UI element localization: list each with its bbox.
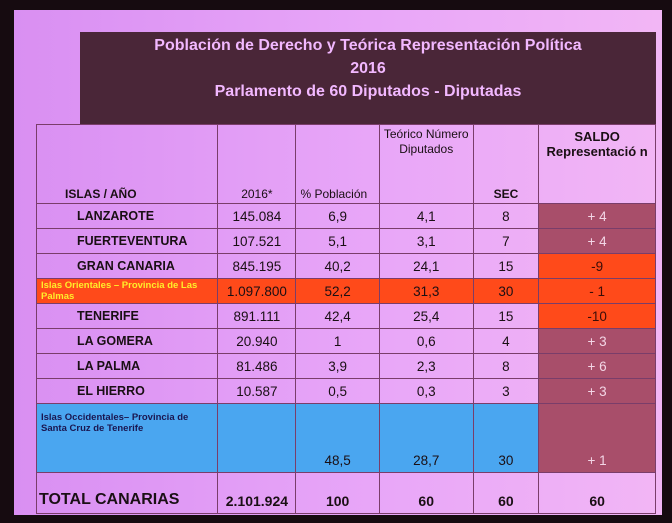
row-pop: 891.111 [217, 303, 297, 329]
row-pct: 52,2 [295, 278, 380, 304]
title-line-2: 2016 [350, 60, 386, 77]
row-teo: 25,4 [378, 303, 474, 329]
data-table: ISLAS / AÑO 2016* % Población Teórico Nú… [35, 124, 656, 514]
row-saldo: + 6 [538, 353, 656, 379]
header-saldo: SALDO Representació n [538, 124, 656, 204]
row-sec: 8 [472, 203, 540, 229]
row-teo: 4,1 [378, 203, 474, 229]
total-saldo: 60 [538, 472, 656, 514]
row-pop: 81.486 [217, 353, 297, 379]
title-line-3: Parlamento de 60 Diputados - Diputadas [214, 83, 522, 100]
row-teo: 24,1 [378, 253, 474, 279]
row-pop: 107.521 [217, 228, 297, 254]
row-teo: 28,7 [378, 403, 474, 473]
total-pop: 2.101.924 [217, 472, 297, 514]
row-teo: 0,3 [378, 378, 474, 404]
row-name: TENERIFE [35, 303, 219, 329]
row-saldo: + 4 [538, 203, 656, 229]
title-line-1: Población de Derecho y Teórica Represent… [154, 37, 582, 54]
row-sec: 7 [472, 228, 540, 254]
total-row: TOTAL CANARIAS 2.101.924 100 60 60 60 [35, 472, 656, 514]
total-pct: 100 [295, 472, 380, 514]
header-year: 2016* [217, 124, 297, 204]
table-row: FUERTEVENTURA 107.521 5,1 3,1 7 + 4 [35, 228, 656, 254]
row-teo: 31,3 [378, 278, 474, 304]
row-pop: 845.195 [217, 253, 297, 279]
total-sec: 60 [472, 472, 540, 514]
row-sec: 30 [472, 278, 540, 304]
row-pct: 48,5 [295, 403, 380, 473]
row-saldo: -9 [538, 253, 656, 279]
row-name: LA PALMA [35, 353, 219, 379]
row-pct: 1 [295, 328, 380, 354]
row-pop: 10.587 [217, 378, 297, 404]
row-saldo: + 3 [538, 328, 656, 354]
header-sec: SEC [472, 124, 540, 204]
row-sec: 4 [472, 328, 540, 354]
row-sec: 15 [472, 253, 540, 279]
header-islas: ISLAS / AÑO [35, 124, 219, 204]
row-name: LANZAROTE [35, 203, 219, 229]
total-label: TOTAL CANARIAS [35, 472, 219, 514]
table-row: LANZAROTE 145.084 6,9 4,1 8 + 4 [35, 203, 656, 229]
row-saldo: -10 [538, 303, 656, 329]
header-pct: % Población [295, 124, 380, 204]
total-teo: 60 [378, 472, 474, 514]
title-box: Población de Derecho y Teórica Represent… [80, 32, 656, 124]
row-name: FUERTEVENTURA [35, 228, 219, 254]
table-row: LA GOMERA 20.940 1 0,6 4 + 3 [35, 328, 656, 354]
row-name: Islas Occidentales– Provincia de Santa C… [35, 403, 219, 473]
row-sec: 15 [472, 303, 540, 329]
row-pct: 42,4 [295, 303, 380, 329]
row-pct: 3,9 [295, 353, 380, 379]
row-saldo: + 1 [538, 403, 656, 473]
row-name: GRAN CANARIA [35, 253, 219, 279]
row-pct: 0,5 [295, 378, 380, 404]
header-row: ISLAS / AÑO 2016* % Población Teórico Nú… [35, 124, 656, 204]
table-row: GRAN CANARIA 845.195 40,2 24,1 15 -9 [35, 253, 656, 279]
row-saldo: + 4 [538, 228, 656, 254]
table-row-occidentales: Islas Occidentales– Provincia de Santa C… [35, 403, 656, 473]
row-sec: 3 [472, 378, 540, 404]
row-pop: 145.084 [217, 203, 297, 229]
row-name: Islas Orientales – Provincia de Las Palm… [35, 278, 219, 304]
table-row: TENERIFE 891.111 42,4 25,4 15 -10 [35, 303, 656, 329]
row-teo: 2,3 [378, 353, 474, 379]
row-saldo: + 3 [538, 378, 656, 404]
header-teorico: Teórico Número Diputados [378, 124, 474, 204]
row-pop [217, 403, 297, 473]
table-row: EL HIERRO 10.587 0,5 0,3 3 + 3 [35, 378, 656, 404]
row-pct: 40,2 [295, 253, 380, 279]
table-row-orientales: Islas Orientales – Provincia de Las Palm… [35, 278, 656, 304]
table-row: LA PALMA 81.486 3,9 2,3 8 + 6 [35, 353, 656, 379]
row-pop: 20.940 [217, 328, 297, 354]
row-saldo: - 1 [538, 278, 656, 304]
row-teo: 0,6 [378, 328, 474, 354]
row-sec: 30 [472, 403, 540, 473]
row-teo: 3,1 [378, 228, 474, 254]
row-pop: 1.097.800 [217, 278, 297, 304]
row-name: EL HIERRO [35, 378, 219, 404]
row-name: LA GOMERA [35, 328, 219, 354]
row-sec: 8 [472, 353, 540, 379]
row-pct: 5,1 [295, 228, 380, 254]
row-pct: 6,9 [295, 203, 380, 229]
